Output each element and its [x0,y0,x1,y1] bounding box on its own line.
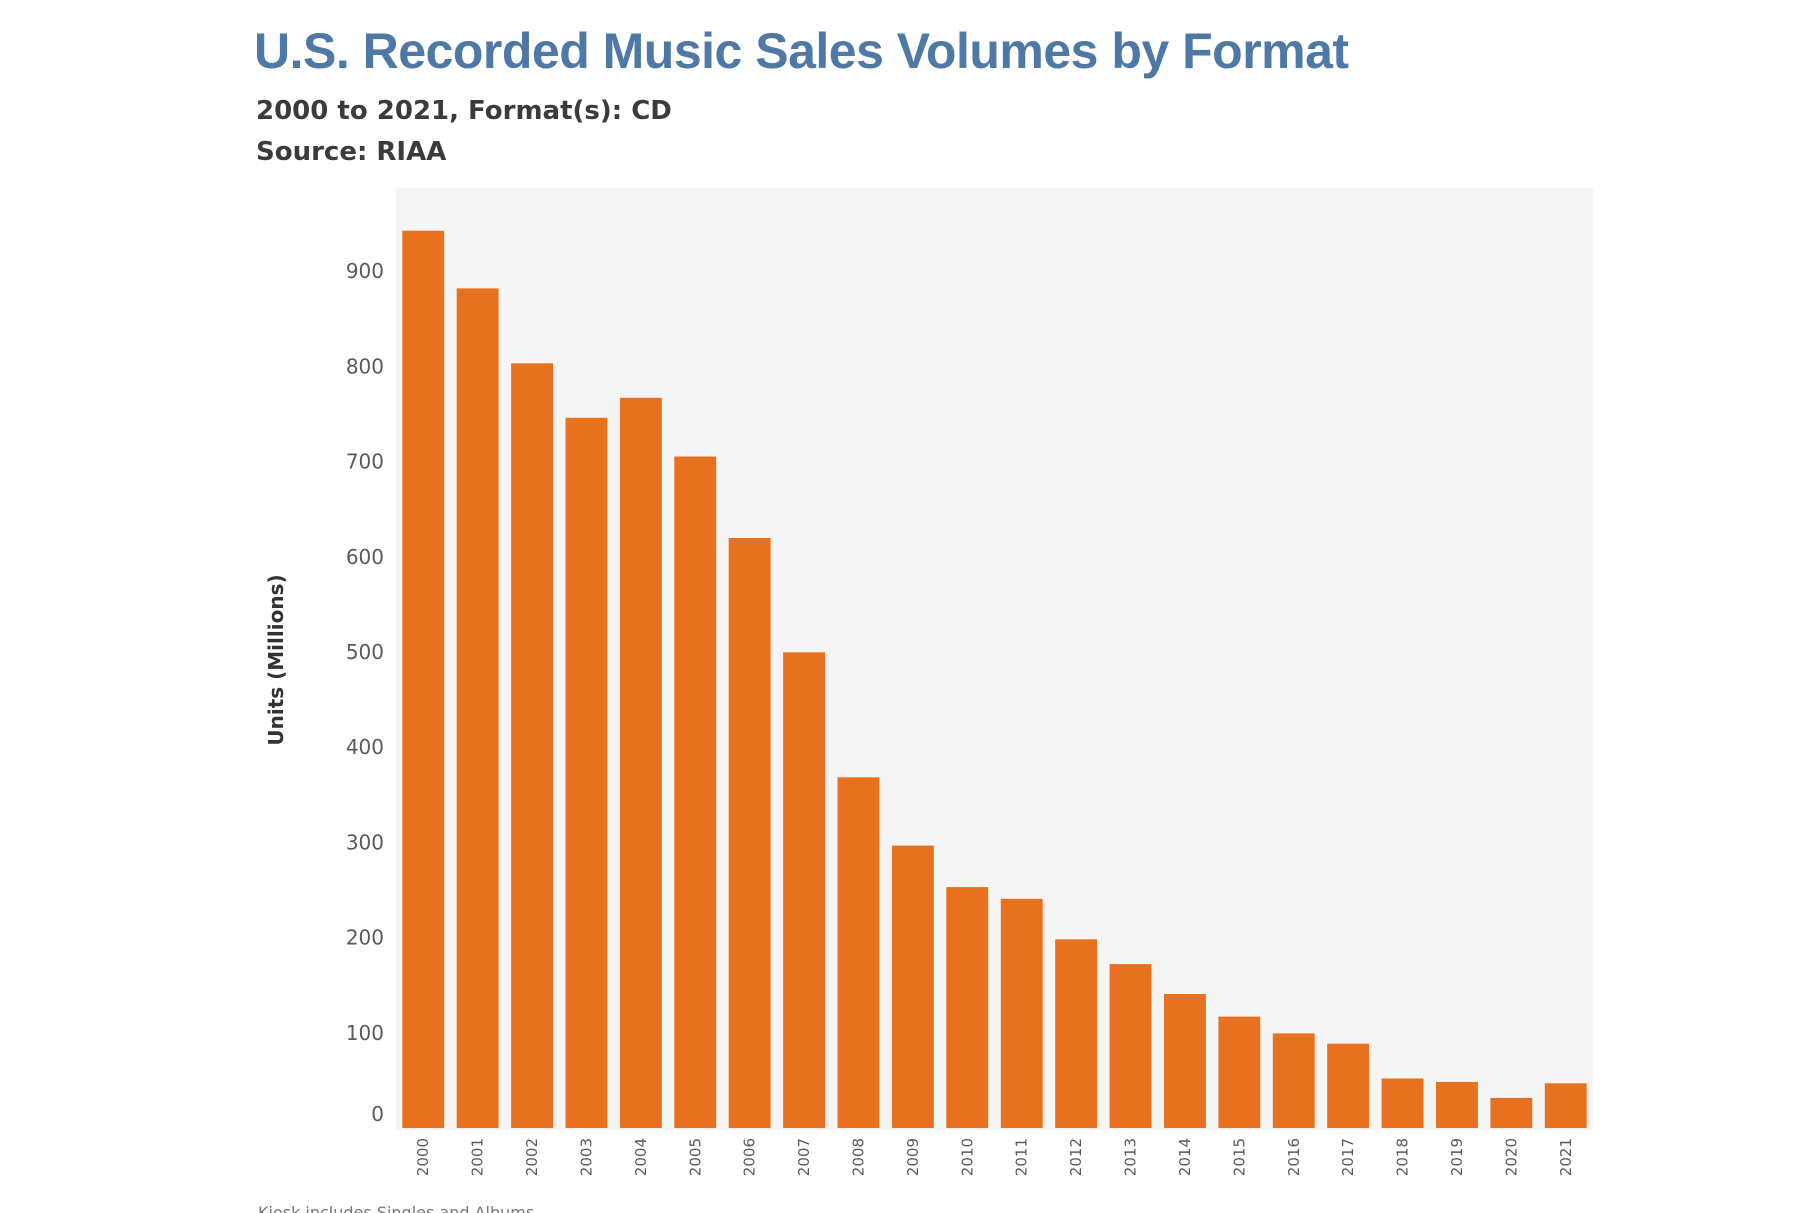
x-tick-label-2002: 2002 [523,1138,541,1176]
x-tick-label-2018: 2018 [1394,1138,1412,1176]
bar-2003 [565,417,608,1128]
bar-2013 [1109,964,1152,1128]
bar-2008 [837,777,880,1128]
bar-2009 [891,845,934,1128]
chart-subtitle-source: Source: RIAA [256,137,447,167]
chart-title: U.S. Recorded Music Sales Volumes by For… [254,23,1349,79]
x-tick-label-2007: 2007 [795,1138,813,1176]
y-axis-title: Units (Millions) [264,574,288,745]
chart-subtitle-range: 2000 to 2021, Format(s): CD [256,96,672,126]
bar-2006 [728,538,771,1128]
bar-2011 [1000,898,1043,1128]
x-tick-label-2011: 2011 [1013,1138,1031,1176]
bar-2007 [783,652,825,1128]
x-tick-label-2020: 2020 [1502,1138,1520,1176]
x-tick-label-2017: 2017 [1339,1138,1357,1176]
bar-2012 [1055,939,1098,1128]
bar-2018 [1381,1078,1424,1128]
bar-2020 [1490,1097,1533,1128]
x-tick-label-2008: 2008 [850,1138,868,1176]
x-tick-label-2000: 2000 [414,1138,432,1176]
bar-2015 [1218,1016,1261,1128]
y-tick-label-600: 600 [346,545,384,569]
x-tick-label-2006: 2006 [741,1138,759,1176]
bar-2017 [1327,1043,1370,1128]
y-tick-label-0: 0 [371,1102,384,1126]
x-tick-label-2009: 2009 [904,1138,922,1176]
x-axis-ticks: 2000 2001 2002 2003 2004 2005 2006 2007 2008 2009… [414,1138,1575,1176]
x-tick-label-2019: 2019 [1448,1138,1466,1176]
y-tick-label-900: 900 [346,259,384,283]
x-tick-label-2001: 2001 [469,1138,487,1176]
y-tick-label-100: 100 [346,1021,384,1045]
x-tick-label-2015: 2015 [1230,1138,1248,1176]
x-tick-label-2005: 2005 [686,1138,704,1176]
x-tick-label-2010: 2010 [958,1138,976,1176]
x-tick-label-2014: 2014 [1176,1138,1194,1176]
y-axis-ticks: 0 100 200 300 400 500 600 700 800 900 [346,259,384,1126]
bar-2021 [1544,1083,1587,1128]
y-tick-label-700: 700 [346,450,384,474]
bar-2000 [402,230,445,1128]
y-tick-label-200: 200 [346,926,384,950]
x-tick-label-2012: 2012 [1067,1138,1085,1176]
bar-2014 [1164,994,1206,1128]
bar-2016 [1272,1033,1315,1128]
y-tick-label-800: 800 [346,354,384,378]
bar-2004 [619,397,662,1128]
bars-layer [402,230,1587,1128]
x-tick-label-2021: 2021 [1557,1138,1575,1176]
bar-2019 [1436,1081,1478,1128]
bar-2001 [456,288,499,1128]
x-tick-label-2016: 2016 [1285,1138,1303,1176]
bar-2002 [511,363,553,1128]
x-tick-label-2003: 2003 [577,1138,595,1176]
y-tick-label-300: 300 [346,830,384,854]
x-tick-label-2013: 2013 [1122,1138,1140,1176]
chart-footnote: Kiosk includes Singles and Albums [258,1203,535,1213]
y-tick-label-400: 400 [346,735,384,759]
bar-2010 [946,887,989,1128]
y-tick-label-500: 500 [346,640,384,664]
bar-2005 [674,456,717,1128]
x-tick-label-2004: 2004 [632,1138,650,1176]
